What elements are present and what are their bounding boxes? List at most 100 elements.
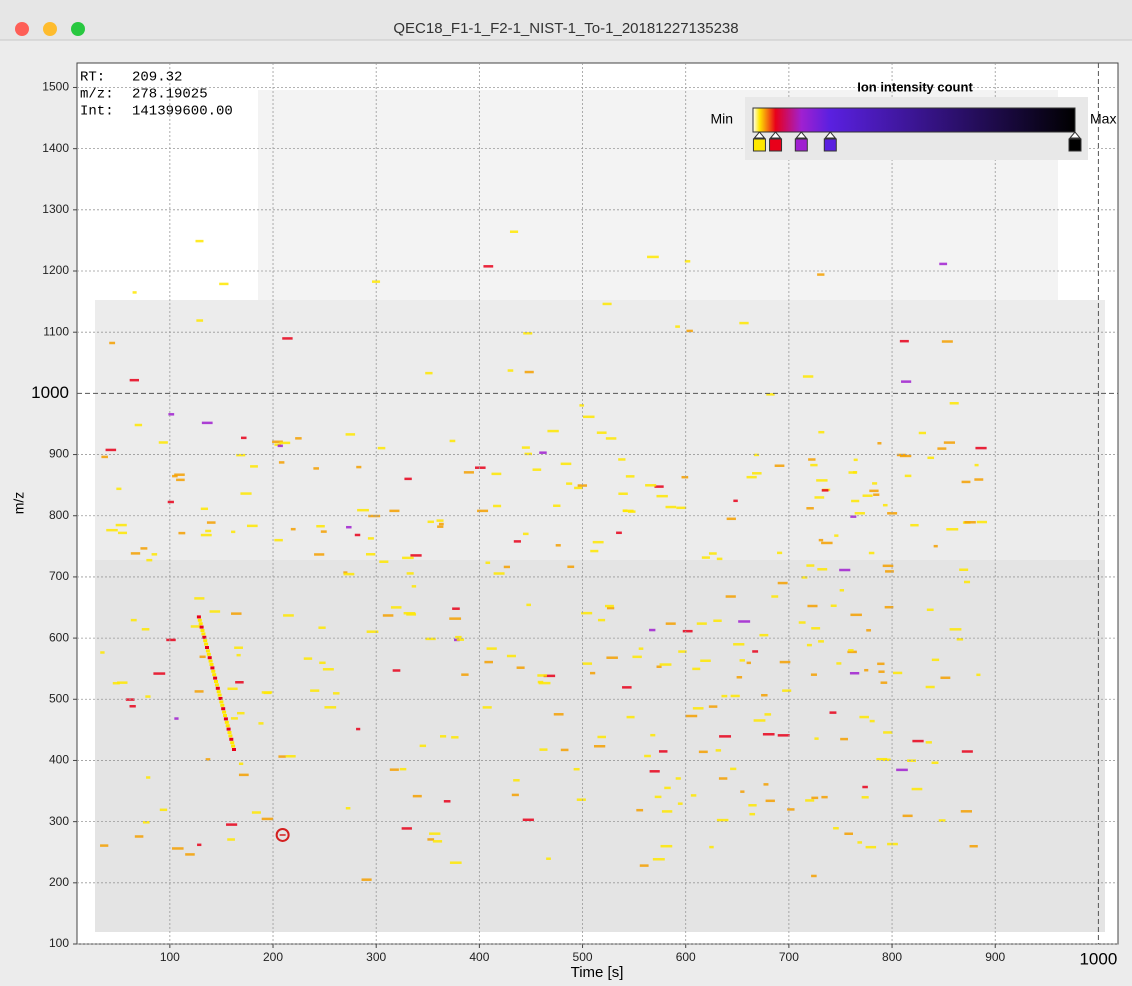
spot: [877, 442, 881, 445]
y-tick-label: 300: [49, 814, 69, 828]
x-tick-label: 700: [779, 950, 799, 964]
spot: [787, 808, 794, 811]
spot: [450, 861, 462, 864]
spot: [850, 614, 861, 617]
spot: [153, 672, 165, 675]
zoom-button[interactable]: [71, 22, 85, 36]
spot: [286, 755, 296, 758]
minimize-button[interactable]: [43, 22, 57, 36]
spot: [605, 605, 614, 608]
spot: [241, 437, 247, 440]
spot: [866, 629, 871, 632]
spot: [279, 461, 284, 464]
spot: [962, 750, 973, 753]
spot: [839, 569, 850, 572]
spot: [310, 689, 319, 692]
spot: [176, 479, 185, 482]
x-tick-label: 800: [882, 950, 902, 964]
spot: [429, 832, 440, 835]
spot: [590, 550, 598, 553]
spot: [975, 464, 979, 467]
close-button[interactable]: [15, 22, 29, 36]
spot: [896, 769, 908, 772]
spot: [806, 507, 813, 510]
spot: [504, 566, 510, 569]
spot: [389, 510, 399, 513]
spot: [346, 526, 351, 529]
spot: [937, 447, 946, 450]
spot: [208, 656, 212, 659]
spot: [174, 717, 178, 720]
spot: [215, 683, 219, 686]
spot: [228, 731, 232, 734]
spot: [883, 731, 892, 734]
spot: [410, 554, 421, 557]
spot: [413, 795, 422, 798]
spot: [231, 531, 235, 534]
spot: [485, 562, 490, 565]
spot: [818, 431, 824, 434]
spot: [685, 715, 697, 718]
spot: [539, 748, 547, 751]
spot: [975, 447, 986, 450]
spot: [493, 505, 501, 508]
spot: [533, 468, 542, 471]
spot: [932, 762, 939, 765]
spot: [323, 668, 334, 671]
spot: [873, 493, 879, 496]
spot: [313, 467, 319, 470]
spot: [881, 681, 888, 684]
spot: [693, 707, 704, 710]
spot: [159, 441, 168, 444]
spot: [209, 660, 213, 663]
spot: [239, 763, 243, 766]
spot: [893, 672, 902, 675]
y-tick-label: 1300: [42, 202, 69, 216]
spot: [324, 706, 336, 709]
x-tick-label: 100: [160, 950, 180, 964]
spot: [676, 777, 681, 780]
spot: [833, 827, 839, 830]
spot: [623, 509, 628, 512]
spot: [205, 646, 209, 649]
spot: [964, 521, 975, 524]
spot: [850, 672, 859, 675]
spot: [437, 525, 443, 528]
spot: [775, 464, 785, 467]
spot: [191, 625, 201, 628]
spot: [771, 595, 778, 598]
spot: [866, 846, 876, 849]
spot: [425, 372, 432, 375]
spot: [660, 663, 672, 666]
spot: [440, 735, 446, 738]
spot: [640, 864, 649, 867]
spot: [821, 542, 832, 545]
page: {"window": {"title": "QEC18_F1-1_F2-1_NI…: [0, 0, 1132, 986]
spot: [522, 446, 530, 449]
spot: [618, 492, 627, 495]
spot: [650, 770, 660, 773]
spot: [659, 750, 668, 753]
spot: [212, 673, 216, 676]
spot: [862, 786, 868, 789]
spot: [950, 402, 959, 405]
spot: [764, 713, 771, 716]
spot: [213, 677, 217, 680]
spot: [697, 622, 707, 625]
spot: [400, 768, 407, 771]
spot: [782, 689, 791, 692]
spot: [252, 811, 261, 814]
spot: [814, 737, 818, 740]
spot: [622, 686, 632, 689]
spot: [231, 745, 235, 748]
spot: [101, 456, 108, 459]
spot: [664, 787, 670, 790]
spot: [806, 564, 814, 567]
spot: [675, 325, 680, 328]
spot: [942, 340, 953, 343]
spot: [808, 458, 815, 461]
spot: [831, 604, 837, 607]
spot: [870, 720, 875, 723]
spot: [844, 833, 853, 836]
spot: [818, 640, 824, 643]
